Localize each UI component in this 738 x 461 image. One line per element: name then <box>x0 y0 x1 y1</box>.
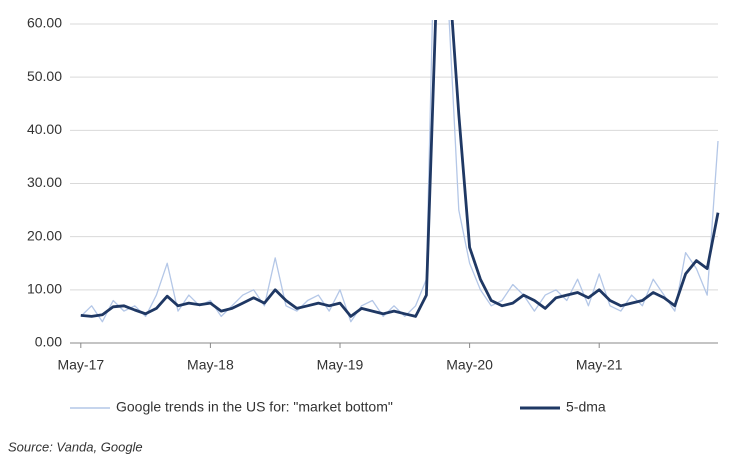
x-tick-label: May-17 <box>57 357 104 373</box>
y-tick-label: 40.00 <box>27 121 62 137</box>
y-tick-label: 20.00 <box>27 227 62 243</box>
y-tick-label: 0.00 <box>35 334 62 350</box>
x-tick-label: May-21 <box>576 357 623 373</box>
y-tick-label: 30.00 <box>27 174 62 190</box>
x-tick-label: May-19 <box>317 357 364 373</box>
plot-area <box>80 20 720 323</box>
source: Source: Vanda, Google <box>8 439 143 454</box>
y-tick-label: 50.00 <box>27 68 62 84</box>
y-tick-label: 10.00 <box>27 281 62 297</box>
legend-label: Google trends in the US for: "market bot… <box>116 399 393 415</box>
x-tick-label: May-20 <box>446 357 493 373</box>
legend-label: 5-dma <box>566 399 606 415</box>
x-tick-label: May-18 <box>187 357 234 373</box>
y-tick-label: 60.00 <box>27 15 62 31</box>
line-series <box>80 20 720 318</box>
line-series <box>80 20 719 323</box>
